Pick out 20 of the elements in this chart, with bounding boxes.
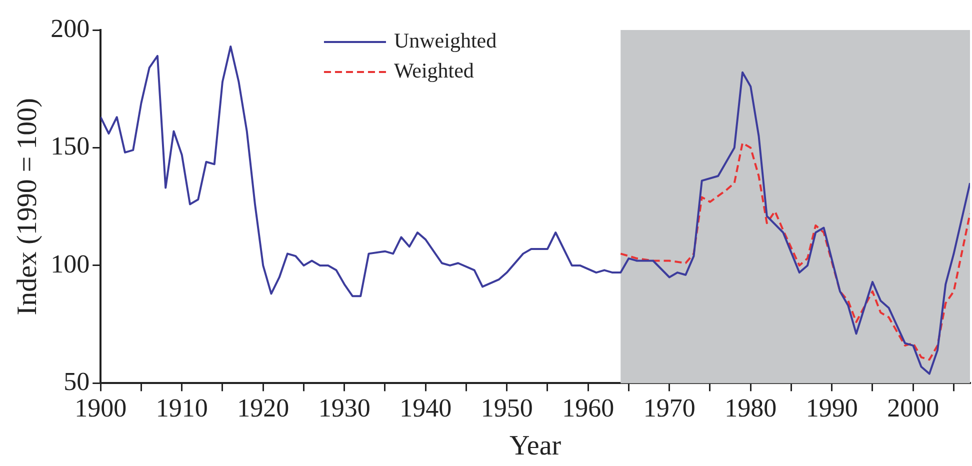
x-tick-label: 1980 bbox=[724, 394, 777, 423]
y-axis-title: Index (1990 = 100) bbox=[12, 98, 44, 316]
x-tick-label: 1950 bbox=[480, 394, 533, 423]
y-tick-label: 100 bbox=[50, 249, 90, 278]
x-tick-label: 2000 bbox=[887, 394, 940, 423]
line-series bbox=[620, 142, 970, 361]
x-tick-label: 1910 bbox=[156, 394, 208, 423]
y-tick-label: 50 bbox=[64, 367, 90, 396]
x-tick-label: 1920 bbox=[237, 394, 290, 423]
legend-label: Unweighted bbox=[394, 28, 498, 53]
x-axis-title: Year bbox=[509, 430, 562, 462]
x-tick-label: 1990 bbox=[806, 394, 858, 423]
x-tick-label: 1930 bbox=[318, 394, 370, 423]
x-tick-label: 1970 bbox=[643, 394, 696, 423]
x-tick-label: 1900 bbox=[74, 394, 127, 423]
y-tick-label: 150 bbox=[50, 132, 90, 161]
x-tick-label: 1940 bbox=[400, 394, 452, 423]
legend-label: Weighted bbox=[394, 58, 474, 83]
x-tick-label: 1960 bbox=[562, 394, 614, 423]
y-tick-label: 200 bbox=[50, 14, 90, 43]
